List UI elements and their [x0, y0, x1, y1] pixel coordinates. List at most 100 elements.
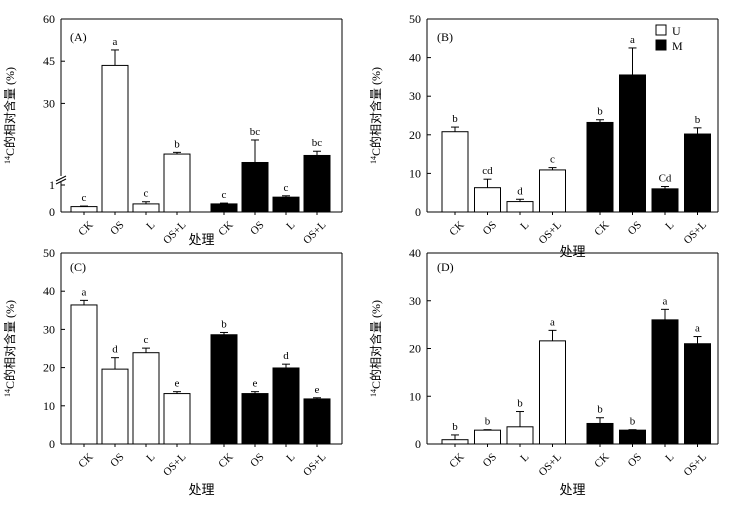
panel-d-bar: [619, 429, 646, 445]
panel-d-sig-letter: b: [630, 416, 636, 428]
panel-a-bar: [132, 203, 160, 213]
panel-b-sig-letter: b: [695, 114, 701, 126]
panel-d-sig-letter: a: [550, 316, 555, 328]
panel-a: c CK a OS c Lb OS+L c CK bc OS c Lbc OS+L 0 1 30 45 60 (A) 1…: [2, 12, 343, 247]
panel-a-sig-letter: c: [284, 182, 289, 194]
panel-b-x-label: 处理: [559, 244, 585, 259]
panel-d-y-tick-label: 10: [409, 389, 421, 403]
panel-b-bar: [441, 131, 469, 213]
panel-d-x-tick-label: L: [663, 451, 676, 464]
panel-a-sig-letter: c: [82, 192, 87, 204]
panel-c-x-tick-label: OS+L: [301, 451, 329, 479]
panel-d-bar: [474, 429, 501, 445]
panel-d-sig-letter: b: [452, 421, 458, 433]
panel-b-bar: [474, 187, 501, 213]
panel-a-y-label-sup: 14: [3, 156, 12, 164]
panel-d-x-tick-label: L: [518, 451, 531, 464]
panel-d-y-tick-label: 40: [409, 246, 421, 260]
panel-c-x-tick-label: L: [144, 451, 157, 464]
panel-b-legend-swatch: [655, 39, 667, 51]
panel-b-sig-letter: a: [630, 34, 635, 46]
panel-c-title: (C): [70, 260, 86, 274]
panel-b: b CK cd OS d Lc OS+L b CK a OS Cd Lb OS+L 0 10 20 30 40 50 (…: [368, 12, 719, 259]
panel-a-y-label-text: C的相对含量 (%): [2, 67, 17, 156]
panel-c-sig-letter: e: [175, 378, 180, 390]
panel-b-sig-letter: b: [597, 106, 603, 118]
panel-a-axis-break-mark: [55, 178, 67, 185]
panel-d-sig-letter: b: [517, 398, 523, 410]
panel-b-bar: [506, 201, 534, 213]
panel-c-y-tick-label: 0: [49, 437, 55, 451]
panel-c-y-tick-label: 50: [43, 246, 55, 260]
panel-b-x-tick-label: L: [518, 219, 531, 232]
panel-b-x-tick-label: OS: [481, 219, 499, 237]
panel-d-bar: [441, 439, 469, 445]
panel-c-sig-letter: d: [112, 344, 118, 356]
panel-b-sig-letter: b: [452, 113, 458, 125]
panel-c-y-label-text: C的相对含量 (%): [2, 300, 17, 389]
panel-b-y-tick-label: 30: [409, 89, 421, 103]
panel-c-bar: [272, 367, 300, 445]
panel-b-bar: [684, 133, 711, 213]
panel-c-y-label: 14C的相对含量 (%): [2, 300, 17, 397]
panel-d-bar: [539, 340, 566, 445]
panel-c-sig-letter: b: [221, 318, 227, 330]
panel-b-legend-label: U: [672, 24, 681, 38]
panel-a-sig-letter: b: [174, 138, 180, 150]
panel-b-sig-letter: Cd: [659, 173, 672, 185]
panel-b-legend-swatch: [655, 24, 667, 36]
panel-c-bar: [132, 352, 160, 445]
panel-c-x-tick-label: OS: [248, 451, 266, 469]
panel-a-x-tick-label: OS: [108, 219, 126, 237]
panel-a-bar: [241, 161, 269, 213]
panel-a-x-label: 处理: [188, 232, 214, 247]
panel-b-x-tick-label: OS+L: [536, 219, 564, 247]
panel-b-bar: [619, 74, 646, 213]
panel-d-sig-letter: a: [663, 295, 668, 307]
panel-a-bar: [272, 196, 300, 213]
panel-a-y-tick-label: 0: [49, 205, 55, 219]
panel-d-x-tick-label: CK: [592, 451, 611, 470]
panel-d-bar: [506, 426, 534, 445]
panel-a-axis-break-mark: [55, 175, 67, 182]
panel-a-bar: [303, 154, 331, 213]
panel-c-y-tick-label: 30: [43, 322, 55, 336]
panel-c: a CK d OS c Le OS+L b CK e OS d Le OS+L 0 10 20 30 40 50 (C)…: [2, 246, 343, 497]
panel-c-bar: [70, 304, 98, 445]
panel-b-y-label-text: C的相对含量 (%): [368, 67, 383, 156]
panel-a-y-tick-label: 30: [43, 96, 55, 110]
panel-c-sig-letter: c: [144, 334, 149, 346]
panel-c-x-tick-label: L: [284, 451, 297, 464]
panel-d-x-tick-label: OS+L: [536, 451, 564, 479]
panel-b-sig-letter: d: [517, 185, 523, 197]
panel-a-y-tick-label: 60: [43, 12, 55, 26]
panel-a-bar: [101, 64, 129, 213]
panel-a-y-tick-label: 45: [43, 54, 55, 68]
panel-c-x-tick-label: CK: [76, 451, 95, 470]
panel-c-y-tick-label: 20: [43, 361, 55, 375]
panel-b-title: (B): [437, 30, 453, 44]
panel-b-bar: [651, 188, 679, 213]
panel-a-x-tick-label: L: [284, 219, 297, 232]
panel-b-y-tick-label: 20: [409, 128, 421, 142]
panel-b-x-tick-label: CK: [592, 219, 611, 238]
panel-b-bar: [586, 121, 614, 213]
panel-b-x-tick-label: CK: [447, 219, 466, 238]
panel-d-x-tick-label: OS: [481, 451, 499, 469]
panel-d-x-tick-label: CK: [447, 451, 466, 470]
panel-a-sig-letter: bc: [312, 137, 323, 149]
panel-a-bar: [210, 203, 238, 213]
panel-d-bar: [684, 343, 711, 445]
panel-c-y-tick-label: 40: [43, 284, 55, 298]
panel-c-x-tick-label: CK: [216, 451, 235, 470]
panel-a-sig-letter: c: [144, 188, 149, 200]
panel-d-bar: [651, 319, 679, 445]
panel-d-y-label: 14C的相对含量 (%): [368, 300, 383, 397]
panel-c-sig-letter: a: [82, 286, 87, 298]
panel-b-y-tick-label: 10: [409, 166, 421, 180]
panel-a-x-tick-label: OS+L: [161, 219, 189, 247]
panel-b-x-tick-label: OS+L: [681, 219, 709, 247]
panel-a-y-tick-label: 1: [49, 178, 55, 192]
panel-c-x-label: 处理: [188, 482, 214, 497]
